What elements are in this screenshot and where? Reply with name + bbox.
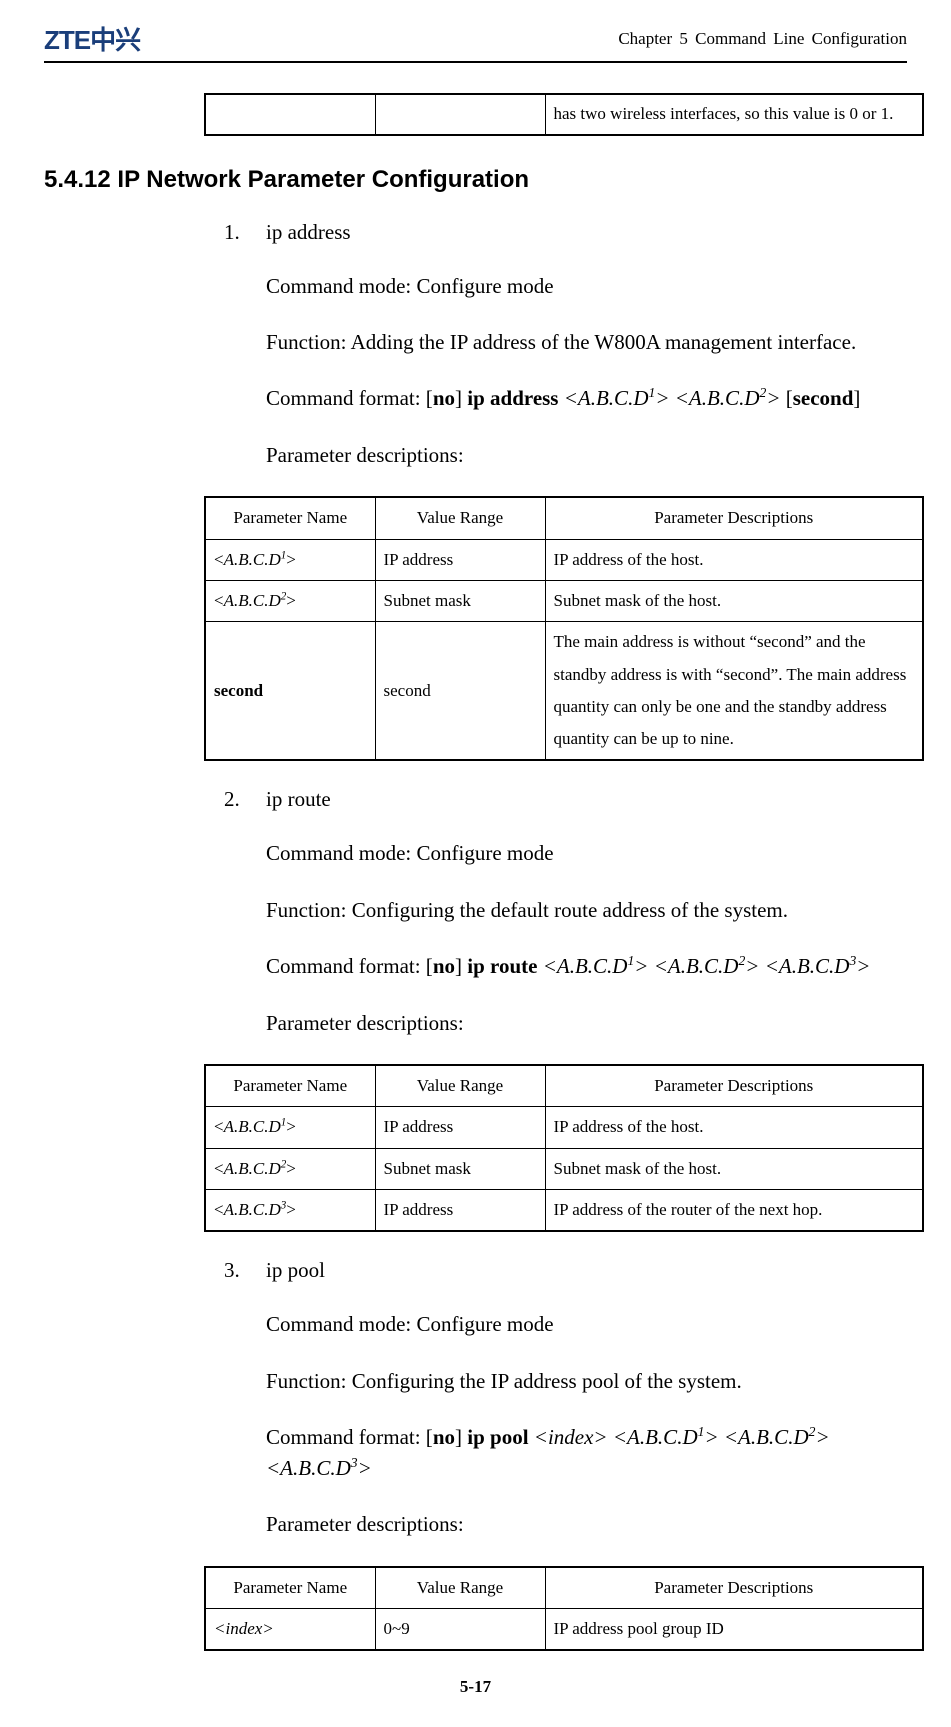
table-row: second second The main address is withou… [205,622,923,761]
th-name: Parameter Name [205,497,375,539]
param-table-2: Parameter Name Value Range Parameter Des… [204,1064,924,1232]
command-format: Command format: [no] ip pool <index> <A.… [266,1422,907,1483]
function-text: Function: Configuring the IP address poo… [266,1366,907,1396]
th-range: Value Range [375,1065,545,1107]
command-mode: Command mode: Configure mode [266,838,907,868]
table-row: <A.B.C.D2> Subnet mask Subnet mask of th… [205,1148,923,1189]
function-text: Function: Adding the IP address of the W… [266,327,907,357]
th-range: Value Range [375,497,545,539]
frag-cell-1 [205,94,375,135]
item-title: ip pool [266,1258,907,1283]
frag-cell-2 [375,94,545,135]
th-name: Parameter Name [205,1567,375,1609]
param-label: Parameter descriptions: [266,440,907,470]
th-name: Parameter Name [205,1065,375,1107]
param-label: Parameter descriptions: [266,1008,907,1038]
param-label: Parameter descriptions: [266,1509,907,1539]
table-row: <A.B.C.D1> IP address IP address of the … [205,1107,923,1148]
item-num: 1. [224,220,266,245]
param-table-1: Parameter Name Value Range Parameter Des… [204,496,924,761]
item-1: 1. ip address Command mode: Configure mo… [224,220,907,471]
item-title: ip route [266,787,907,812]
table-row: <A.B.C.D3> IP address IP address of the … [205,1190,923,1232]
th-desc: Parameter Descriptions [545,1065,923,1107]
command-format: Command format: [no] ip route <A.B.C.D1>… [266,951,907,981]
frag-cell-3: has two wireless interfaces, so this val… [545,94,923,135]
section-heading: 5.4.12 IP Network Parameter Configuratio… [44,166,907,194]
param-table-3: Parameter Name Value Range Parameter Des… [204,1566,924,1652]
command-format: Command format: [no] ip address <A.B.C.D… [266,383,907,413]
th-range: Value Range [375,1567,545,1609]
item-2: 2. ip route Command mode: Configure mode… [224,787,907,1038]
th-desc: Parameter Descriptions [545,1567,923,1609]
logo: ZTE中兴 [44,20,140,57]
page-footer: 5-17 [44,1677,907,1697]
item-3: 3. ip pool Command mode: Configure mode … [224,1258,907,1539]
item-num: 3. [224,1258,266,1283]
table-row: <A.B.C.D2> Subnet mask Subnet mask of th… [205,580,923,621]
table-row: <index> 0~9 IP address pool group ID [205,1608,923,1650]
item-title: ip address [266,220,907,245]
page-header: ZTE中兴 Chapter 5 Command Line Configurati… [44,20,907,63]
chapter-title: Chapter 5 Command Line Configuration [618,29,907,49]
table-row: <A.B.C.D1> IP address IP address of the … [205,539,923,580]
fragment-table: has two wireless interfaces, so this val… [204,93,924,136]
function-text: Function: Configuring the default route … [266,895,907,925]
th-desc: Parameter Descriptions [545,497,923,539]
command-mode: Command mode: Configure mode [266,271,907,301]
item-num: 2. [224,787,266,812]
command-mode: Command mode: Configure mode [266,1309,907,1339]
